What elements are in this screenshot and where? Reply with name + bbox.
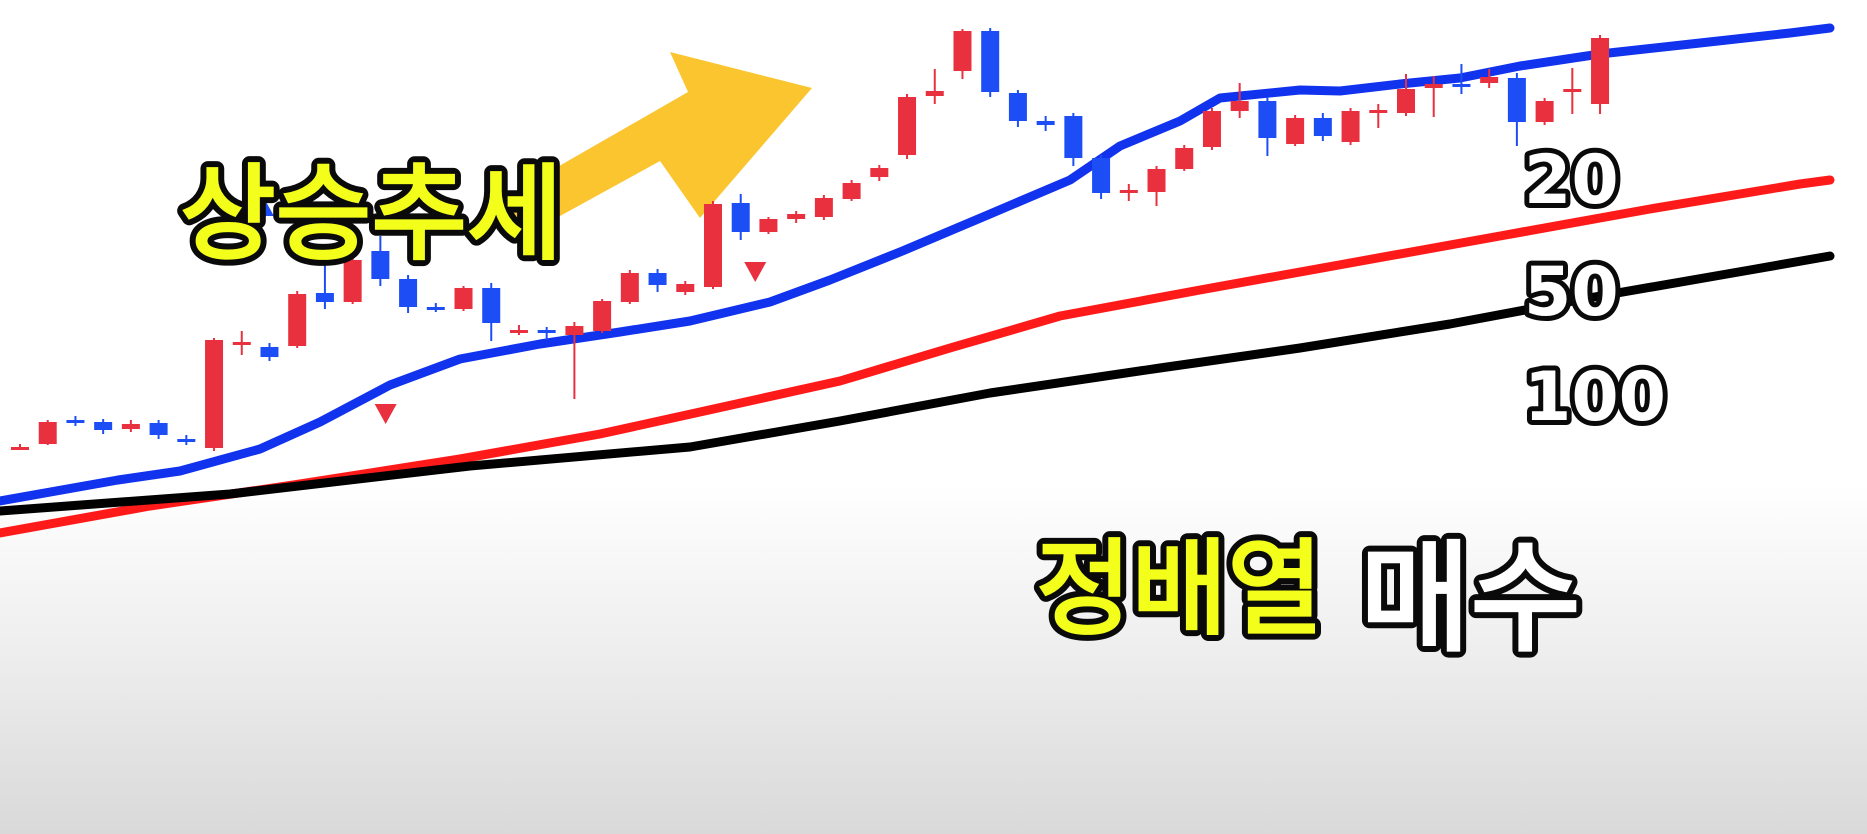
- ma20-line: [0, 23, 1835, 506]
- candle-candle-37: [1036, 121, 1055, 125]
- candle-candle-4: [121, 424, 140, 429]
- candle-tail-candle-15: [1480, 77, 1499, 83]
- uptrend-arrow-icon: [500, 52, 812, 238]
- ma100-line: [0, 251, 1835, 516]
- candle-tail-candle-0: [1064, 116, 1083, 158]
- candle-candle-27: [759, 219, 778, 232]
- candle-candle-30: [842, 183, 861, 199]
- candle-candle-18: [509, 330, 528, 333]
- candle-tail-candle-13: [1424, 84, 1443, 88]
- candle-tail-candle-11: [1369, 110, 1388, 113]
- candle-candle-21: [593, 301, 612, 331]
- candle-candle-31: [870, 168, 889, 177]
- moving-average-lines: [0, 23, 1835, 538]
- ma100-label: 100: [1524, 358, 1666, 437]
- candle-candle-24: [676, 284, 695, 292]
- candle-candle-8: [232, 342, 251, 345]
- candle-tail-candle-10: [1341, 111, 1360, 142]
- candle-tail-candle-3: [1147, 169, 1166, 192]
- candle-candle-10: [288, 294, 307, 346]
- candle-candle-19: [537, 330, 556, 333]
- buy-label: 매수: [1360, 530, 1581, 669]
- candle-tail-candle-9: [1313, 118, 1332, 136]
- candle-tail-candle-18: [1563, 89, 1582, 92]
- candle-candle-11: [315, 293, 334, 302]
- candle-candle-12: [343, 260, 362, 302]
- candle-candle-2: [66, 420, 85, 423]
- alignment-label: 정배열: [1036, 528, 1323, 650]
- candle-candle-7: [205, 340, 224, 448]
- candle-candle-6: [177, 439, 196, 442]
- candle-tail-candle-7: [1258, 101, 1277, 138]
- candle-candle-13: [371, 251, 390, 279]
- candle-tail-candle-14: [1452, 84, 1471, 87]
- candle-candle-5: [149, 423, 168, 435]
- candle-tail-candle-6: [1230, 101, 1249, 111]
- sell-signal-marker-icon: [744, 262, 767, 282]
- candle-candle-32: [898, 97, 917, 155]
- candle-candle-25: [704, 204, 722, 287]
- candle-tail-candle-16: [1507, 78, 1526, 122]
- candle-tail-candle-2: [1119, 190, 1138, 193]
- candle-candle-35: [981, 31, 1000, 92]
- candle-tail-candle-19: [1591, 38, 1610, 104]
- sell-signal-marker-icon: [374, 404, 397, 424]
- candle-tail-candle-5: [1202, 111, 1221, 147]
- candle-candle-15: [426, 307, 445, 310]
- candle-candle-20: [565, 326, 584, 335]
- candle-candle-17: [482, 288, 501, 323]
- candle-candle-16: [454, 288, 473, 309]
- signal-markers: [251, 196, 767, 424]
- ma20-label: 20: [1524, 141, 1619, 220]
- candle-tail-candle-1: [1092, 158, 1111, 193]
- candle-candle-26: [731, 203, 750, 232]
- candle-candle-22: [620, 273, 639, 302]
- candle-candle-29: [814, 198, 833, 217]
- candle-candle-0: [11, 447, 29, 450]
- candle-tail-candle-17: [1535, 101, 1554, 122]
- candle-candle-3: [94, 422, 113, 430]
- trend-label: 상승추세: [180, 153, 563, 275]
- candle-candle-33: [925, 91, 944, 96]
- candle-candle-34: [953, 31, 972, 71]
- candle-candle-23: [648, 273, 667, 285]
- buy-signal-marker-icon: [251, 196, 274, 216]
- candle-tail-candle-4: [1175, 148, 1194, 169]
- candle-candle-36: [1008, 93, 1027, 121]
- candle-candle-9: [260, 347, 279, 357]
- candle-tail-candle-8: [1286, 118, 1305, 144]
- candle-candle-14: [399, 279, 418, 307]
- candle-tail-candle-12: [1397, 89, 1415, 113]
- ma50-label: 50: [1524, 253, 1619, 332]
- candle-candle-28: [787, 214, 806, 219]
- candles: [11, 28, 1610, 451]
- candle-candle-1: [38, 422, 57, 444]
